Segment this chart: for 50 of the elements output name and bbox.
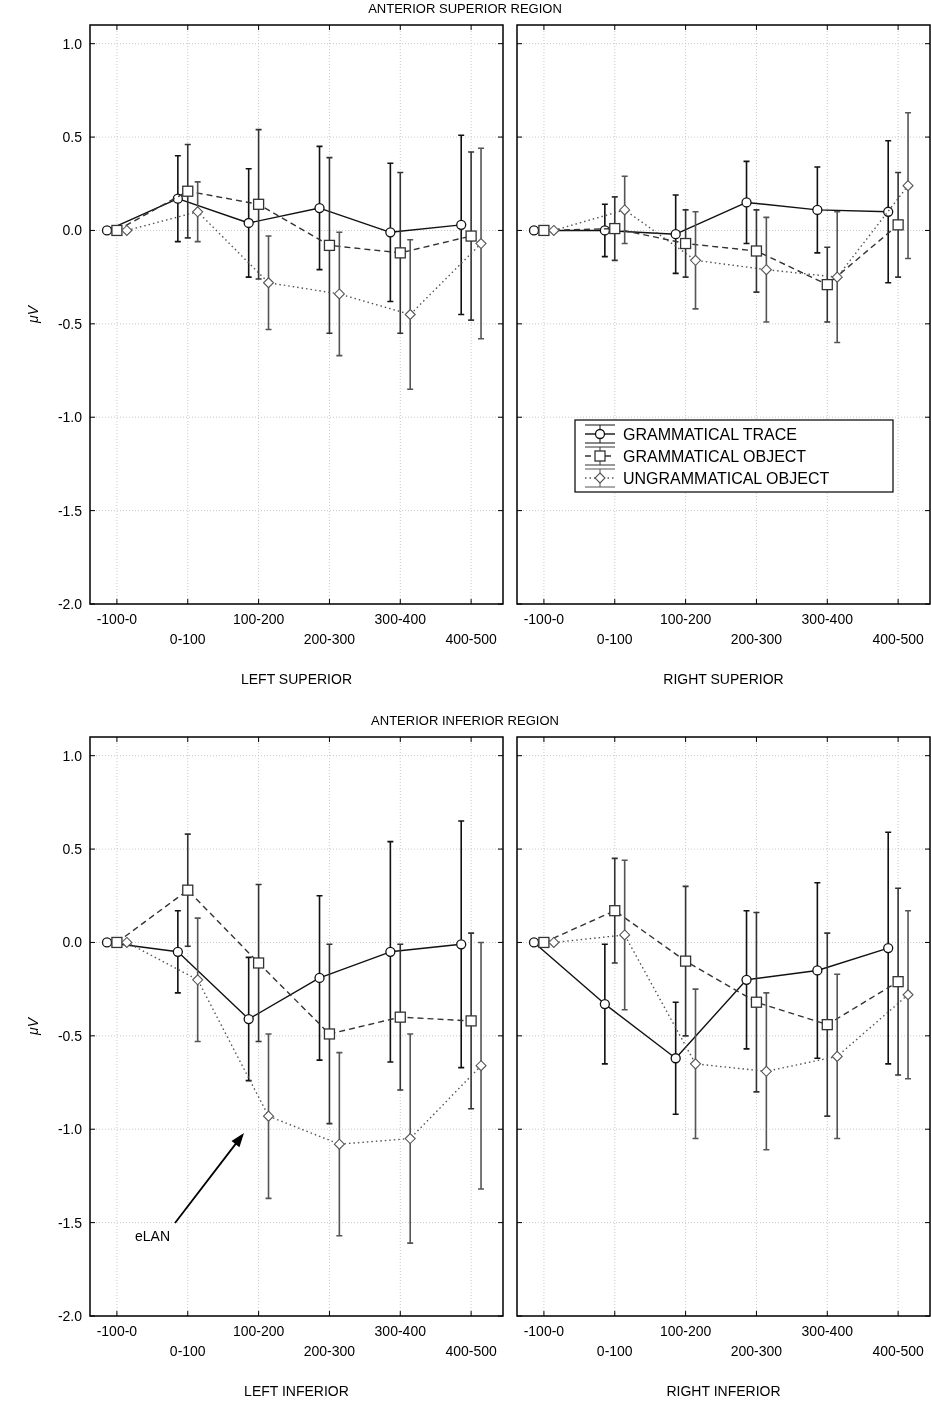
x-tick-label: 200-300: [303, 631, 356, 647]
y-tick-label: 0.5: [62, 841, 83, 858]
x-tick-label: -100-0: [523, 1323, 565, 1339]
x-tick-label: 0-100: [169, 1343, 206, 1359]
y-tick-label: 0.0: [62, 222, 83, 239]
x-tick-label: -100-0: [96, 611, 138, 627]
chart-title: ANTERIOR INFERIOR REGION: [371, 713, 559, 728]
x-tick-label: 400-500: [445, 1343, 498, 1359]
y-tick-label: -1.5: [57, 502, 83, 519]
y-tick-label: 0.0: [62, 934, 83, 951]
y-tick-label: -1.0: [57, 409, 83, 426]
x-tick-label: -100-0: [523, 611, 565, 627]
x-tick-label: 200-300: [303, 1343, 356, 1359]
legend-label: UNGRAMMATICAL OBJECT: [623, 470, 830, 487]
x-tick-label: 0-100: [596, 1343, 633, 1359]
x-tick-label: 0-100: [596, 631, 633, 647]
x-tick-label: 0-100: [169, 631, 206, 647]
y-tick-label: 1.0: [62, 35, 83, 52]
x-axis-title: RIGHT SUPERIOR: [663, 671, 784, 687]
x-tick-label: 200-300: [730, 1343, 783, 1359]
x-tick-label: 100-200: [659, 1323, 712, 1339]
x-tick-label: -100-0: [96, 1323, 138, 1339]
x-tick-label: 100-200: [659, 611, 712, 627]
y-tick-label: -1.0: [57, 1121, 83, 1138]
x-axis-title: LEFT SUPERIOR: [241, 671, 352, 687]
x-axis-title: RIGHT INFERIOR: [666, 1383, 781, 1399]
x-tick-label: 400-500: [445, 631, 498, 647]
x-axis-title: LEFT INFERIOR: [244, 1383, 349, 1399]
x-tick-label: 100-200: [232, 611, 285, 627]
x-tick-label: 400-500: [872, 1343, 925, 1359]
x-tick-label: 100-200: [232, 1323, 285, 1339]
chart-title: ANTERIOR SUPERIOR REGION: [368, 1, 562, 16]
y-tick-label: -2.0: [57, 1308, 83, 1324]
legend-label: GRAMMATICAL TRACE: [623, 426, 797, 443]
y-tick-label: 1.0: [62, 747, 83, 764]
y-axis-title: μV: [25, 1016, 41, 1037]
y-tick-label: -0.5: [57, 315, 83, 332]
x-tick-label: 300-400: [374, 1323, 427, 1339]
x-tick-label: 300-400: [801, 1323, 854, 1339]
x-tick-label: 300-400: [801, 611, 854, 627]
y-tick-label: -1.5: [57, 1214, 83, 1231]
y-axis-title: μV: [25, 304, 41, 325]
legend-label: GRAMMATICAL OBJECT: [623, 448, 807, 465]
annotation: eLAN: [135, 1228, 171, 1244]
x-tick-label: 200-300: [730, 631, 783, 647]
y-tick-label: 0.5: [62, 129, 83, 146]
x-tick-label: 400-500: [872, 631, 925, 647]
y-tick-label: -2.0: [57, 596, 83, 612]
y-tick-label: -0.5: [57, 1027, 83, 1044]
x-tick-label: 300-400: [374, 611, 427, 627]
